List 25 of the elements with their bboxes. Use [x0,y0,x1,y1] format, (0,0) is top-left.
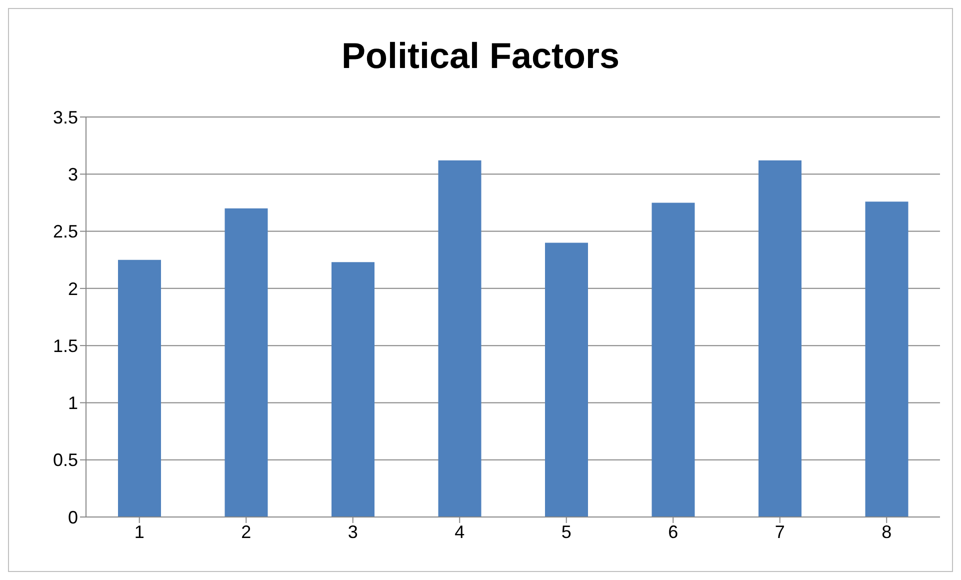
bar [332,262,374,517]
x-tick-label: 5 [561,522,572,542]
x-tick-label: 2 [241,522,252,542]
x-tick-label: 6 [668,522,678,542]
y-tick-label: 0 [68,507,78,528]
y-tick-label: 2.5 [52,222,78,242]
x-tick-label: 8 [882,522,892,542]
x-tick-label: 1 [134,522,144,542]
chart-title: Political Factors [340,35,621,77]
bar [545,242,588,517]
bar [438,160,482,517]
bar [118,260,161,517]
y-tick-label: 1 [68,393,78,414]
x-tick-label: 3 [348,522,358,542]
bar [758,160,802,517]
bar [865,202,908,517]
y-tick-label: 3 [68,164,78,185]
bar [652,202,695,517]
y-tick-label: 1.5 [52,336,78,356]
x-tick-label: 7 [774,522,785,542]
y-tick-label: 3.5 [52,107,78,128]
x-tick-label: 4 [454,522,465,542]
y-tick-label: 0.5 [52,450,78,470]
y-tick-label: 2 [68,278,78,299]
bar [224,208,268,517]
